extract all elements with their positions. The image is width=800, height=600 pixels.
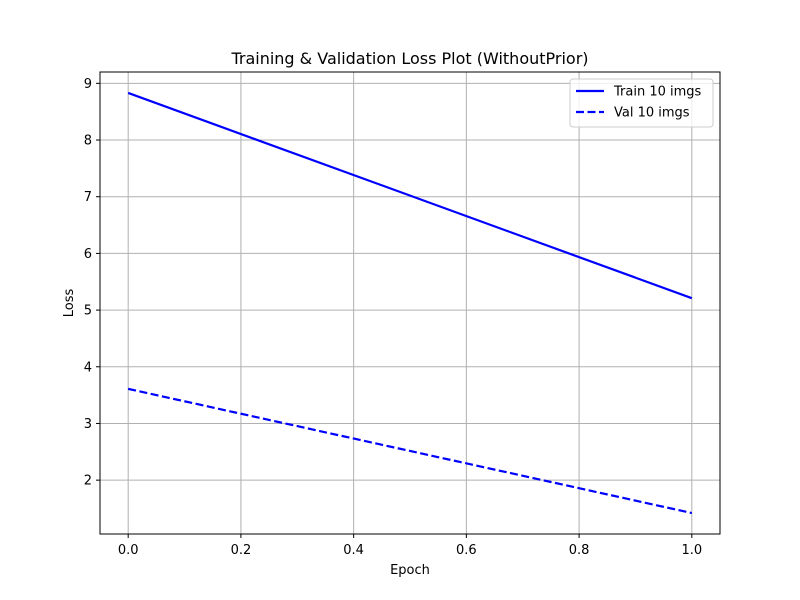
x-tick-label: 0.2 [231,543,252,558]
x-axis-label: Epoch [390,563,430,578]
chart-legend: Train 10 imgs Val 10 imgs [569,78,714,128]
legend-label: Val 10 imgs [614,106,690,121]
series-line-val [127,387,693,515]
series-line-train [127,91,693,300]
y-tick-label: 3 [84,417,92,432]
y-tick-label: 7 [84,190,92,205]
y-tick-label: 9 [84,77,92,92]
chart-title: Training & Validation Loss Plot (Without… [230,49,588,68]
x-tick-label: 0.8 [569,543,590,558]
legend-items: Train 10 imgs Val 10 imgs [576,85,702,121]
x-axis-ticks: 0.0 0.2 0.4 0.6 0.8 1.0 [118,534,702,558]
legend-label: Train 10 imgs [613,85,702,100]
y-tick-label: 6 [84,247,92,262]
y-tick-label: 4 [84,360,92,375]
legend-box [569,78,714,128]
x-tick-label: 0.6 [456,543,477,558]
x-tick-label: 0.0 [118,543,139,558]
x-tick-label: 0.4 [343,543,364,558]
y-tick-label: 5 [84,304,92,319]
y-axis-label: Loss [62,289,77,318]
y-tick-label: 2 [84,474,92,489]
y-tick-label: 8 [84,134,92,149]
plot-area-frame [99,71,721,535]
grid-lines [100,72,720,534]
series-lines [127,91,693,515]
y-axis-ticks: 2 3 4 5 6 7 8 9 [84,77,100,489]
x-tick-label: 1.0 [681,543,702,558]
